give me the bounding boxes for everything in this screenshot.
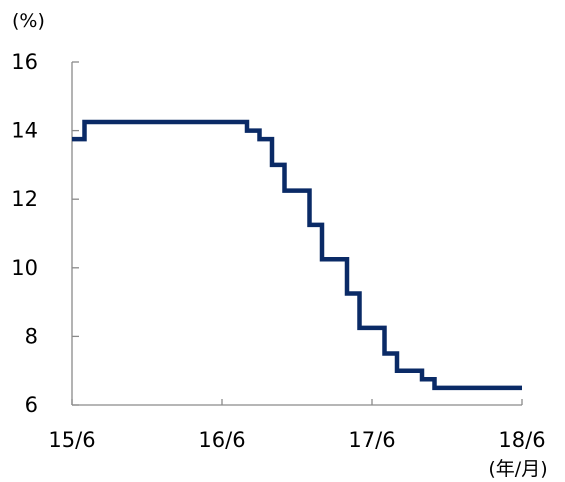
x-tick-label: 16/6 — [198, 428, 245, 452]
y-tick-label: 12 — [11, 187, 38, 211]
x-unit-label: (年/月) — [488, 458, 547, 480]
y-tick-label: 8 — [25, 324, 38, 348]
y-tick-label: 6 — [25, 393, 38, 417]
series-layer — [72, 119, 522, 391]
x-tick-label: 17/6 — [348, 428, 395, 452]
x-tick-label: 18/6 — [498, 428, 545, 452]
y-unit-label: (%) — [12, 10, 45, 32]
x-tick-label: 15/6 — [48, 428, 95, 452]
series-line — [72, 119, 522, 391]
y-tick-label: 14 — [11, 119, 38, 143]
y-tick-label: 10 — [11, 256, 38, 280]
x-axis: 15/6 16/6 17/6 18/6 — [48, 399, 546, 452]
y-tick-label: 16 — [11, 50, 38, 74]
y-axis: 6 8 10 12 14 16 — [11, 50, 79, 417]
